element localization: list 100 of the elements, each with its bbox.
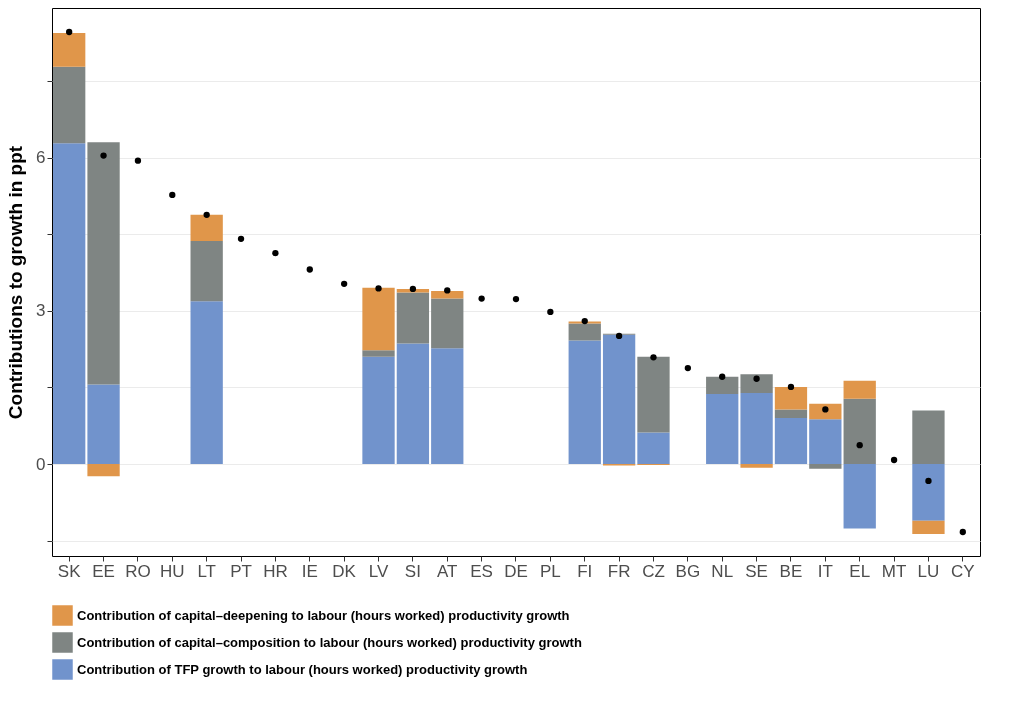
point <box>753 375 760 382</box>
x-tick-label: MT <box>881 561 907 581</box>
point <box>684 364 692 372</box>
bar <box>87 464 120 477</box>
point <box>615 332 623 340</box>
bar <box>431 290 464 299</box>
x-tick-label: NL <box>711 561 734 581</box>
x-tick-label: DE <box>504 561 528 581</box>
point <box>787 383 795 391</box>
bar <box>706 376 739 395</box>
y-tick-label: 0 <box>36 454 46 474</box>
bar <box>568 340 601 465</box>
bar <box>843 464 876 529</box>
x-tick-label: DK <box>332 561 357 581</box>
bar <box>190 214 223 241</box>
bar <box>431 298 464 349</box>
bar <box>774 386 808 410</box>
bar <box>602 334 636 465</box>
bar <box>809 403 842 420</box>
bar <box>190 240 223 302</box>
point <box>959 528 966 536</box>
point <box>100 152 107 159</box>
point <box>237 235 245 242</box>
bar <box>843 380 876 399</box>
bar <box>87 384 120 465</box>
bar <box>912 464 945 521</box>
x-tick-label: BG <box>675 561 701 581</box>
bar <box>396 292 430 344</box>
x-tick-label: FR <box>607 561 631 581</box>
bar <box>637 432 670 465</box>
bar <box>706 394 739 465</box>
x-tick-label: AT <box>437 561 458 581</box>
x-tick-label: CY <box>951 561 975 581</box>
legend-label: Contribution of TFP growth to labour (hours worked) productivity growth <box>77 661 528 677</box>
point <box>925 477 932 485</box>
bar <box>912 410 945 465</box>
x-tick-label: CZ <box>642 561 665 581</box>
x-tick-label: IT <box>817 561 833 581</box>
x-tick-label: PT <box>230 561 252 581</box>
point <box>478 295 485 302</box>
x-tick-label: RO <box>125 561 151 581</box>
bar <box>809 464 842 469</box>
bar <box>774 418 808 465</box>
bar <box>637 356 670 433</box>
y-tick-label: 3 <box>36 301 46 321</box>
point <box>581 317 588 325</box>
point <box>340 280 348 287</box>
x-tick-label: LT <box>197 561 216 581</box>
x-tick-label: EE <box>92 561 115 581</box>
bar <box>740 393 773 465</box>
bar <box>843 398 876 465</box>
point <box>169 191 176 199</box>
x-tick-label: FI <box>577 561 593 581</box>
bar <box>53 33 86 67</box>
x-tick-label: PL <box>539 561 561 581</box>
bar <box>53 66 86 144</box>
point <box>822 406 829 413</box>
point <box>650 354 657 361</box>
bar <box>568 323 601 341</box>
x-tick-label: LU <box>917 561 940 581</box>
x-tick-label: ES <box>470 561 493 581</box>
x-tick-label: SI <box>404 561 421 581</box>
x-tick-label: SK <box>57 561 82 581</box>
bar <box>190 301 223 465</box>
x-tick-label: IE <box>301 561 318 581</box>
point <box>444 287 451 294</box>
point <box>856 442 863 449</box>
bar <box>87 142 120 385</box>
bar <box>774 409 808 419</box>
bar <box>740 464 773 468</box>
point <box>134 157 142 164</box>
x-tick-label: LV <box>368 561 389 581</box>
x-tick-label: EL <box>849 561 871 581</box>
bar <box>912 520 945 535</box>
bar <box>740 374 773 394</box>
point <box>66 28 73 36</box>
point <box>203 211 210 218</box>
bar <box>362 350 395 357</box>
point <box>719 373 726 380</box>
bar <box>53 143 86 465</box>
point <box>512 295 520 303</box>
y-tick-label: 6 <box>36 148 46 168</box>
bar <box>809 419 842 465</box>
point <box>375 285 382 292</box>
bar <box>362 287 395 351</box>
point <box>272 249 279 257</box>
y-axis-title: Contributions to growth in ppt <box>5 145 27 420</box>
x-tick-label: BE <box>779 561 803 581</box>
point <box>306 266 313 273</box>
bar <box>431 348 464 465</box>
point <box>890 456 898 464</box>
x-tick-label: SE <box>745 561 768 581</box>
legend-label: Contribution of capital–deepening to labour (hours worked) productivity growth <box>77 607 570 623</box>
x-tick-label: HR <box>263 561 288 581</box>
point <box>409 285 417 293</box>
point <box>547 308 554 316</box>
bar <box>396 343 430 465</box>
x-tick-label: HU <box>160 561 185 581</box>
legend-label: Contribution of capital–composition to labour (hours worked) productivity growth <box>77 634 582 650</box>
bar <box>362 356 395 465</box>
